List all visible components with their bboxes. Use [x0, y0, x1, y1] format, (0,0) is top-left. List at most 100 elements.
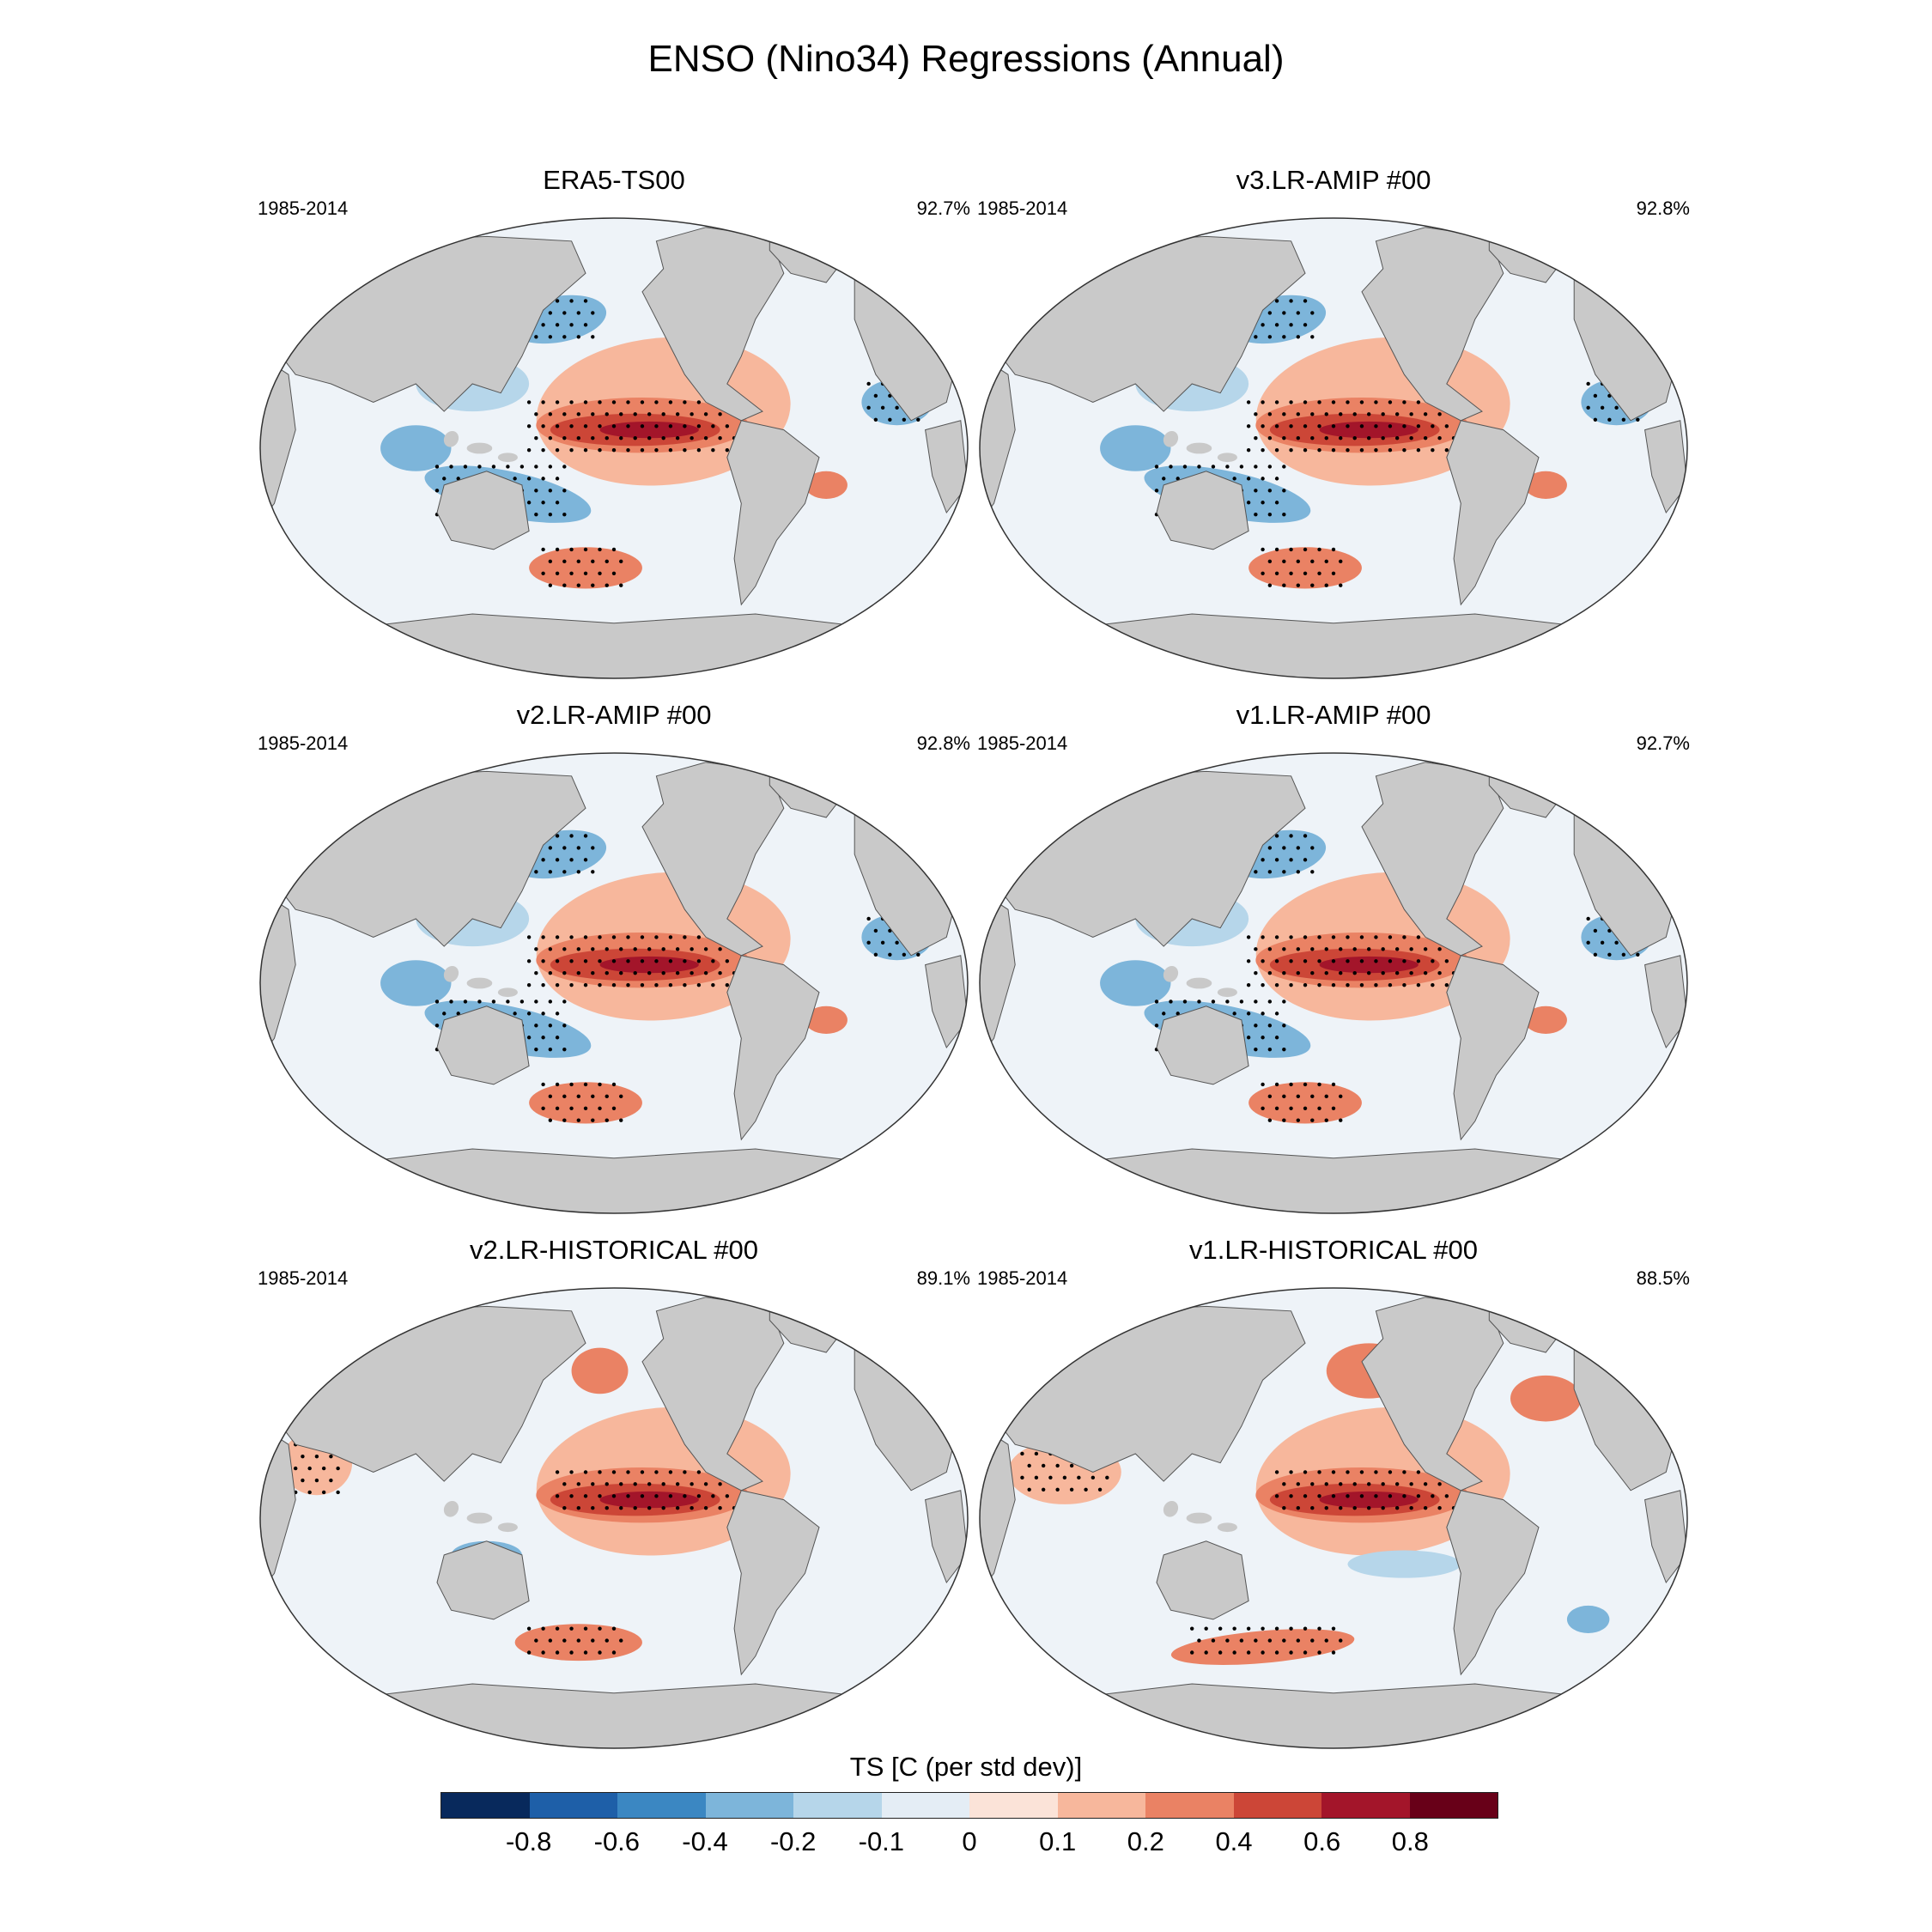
significance-dot	[1431, 424, 1435, 428]
significance-dot	[583, 1082, 588, 1087]
land-borneo	[1186, 1512, 1212, 1524]
anomaly-barents-warm	[805, 1292, 848, 1321]
anomaly-maritime-cool	[380, 425, 452, 471]
significance-dot	[583, 1626, 588, 1631]
significance-dot	[569, 547, 574, 552]
significance-dot	[548, 846, 553, 850]
significance-dot	[1282, 583, 1286, 587]
significance-dot	[1267, 1024, 1273, 1028]
land-south-america	[1446, 955, 1540, 1141]
panel-percent: 92.8%	[916, 732, 970, 754]
significance-dot	[711, 982, 715, 987]
significance-dot	[1339, 947, 1343, 951]
significance-dot	[1317, 571, 1321, 575]
anomaly-maritime-cool	[1100, 960, 1171, 1006]
anomaly-pacific-warm-peak	[1319, 956, 1419, 974]
significance-dot	[1352, 412, 1357, 416]
significance-dot	[314, 1454, 319, 1459]
significance-dot	[661, 1482, 665, 1486]
significance-dot	[1289, 935, 1293, 939]
significance-dot	[1359, 424, 1364, 428]
significance-dot	[654, 400, 659, 404]
significance-dot	[555, 447, 560, 453]
anomaly-maritime-cool	[1100, 425, 1171, 471]
significance-dot	[569, 834, 574, 838]
significance-dot	[1162, 1012, 1166, 1016]
significance-dot	[1437, 1482, 1442, 1486]
significance-dot	[1261, 501, 1265, 505]
significance-dot	[1352, 1482, 1357, 1486]
significance-dot	[1317, 424, 1321, 428]
significance-dot	[711, 1494, 715, 1498]
significance-dot	[463, 999, 468, 1004]
significance-dot	[1261, 935, 1265, 939]
significance-dot	[1402, 1470, 1406, 1474]
panel-percent: 89.1%	[916, 1267, 970, 1289]
world-map	[979, 752, 1688, 1214]
significance-dot	[1409, 1482, 1413, 1486]
significance-dot	[1359, 935, 1364, 939]
significance-dot	[902, 417, 907, 422]
significance-dot	[1274, 1106, 1279, 1110]
significance-dot	[1254, 335, 1258, 339]
significance-dot	[1310, 335, 1315, 339]
significance-dot	[1388, 935, 1393, 939]
significance-dot	[526, 959, 532, 963]
significance-dot	[526, 477, 532, 481]
anomaly-pacific-warm-peak	[1319, 421, 1419, 439]
significance-dot	[576, 870, 580, 874]
significance-dot	[633, 971, 637, 975]
significance-dot	[1274, 1626, 1279, 1631]
significance-dot	[562, 335, 567, 339]
significance-dot	[1359, 1494, 1364, 1498]
land-new-guinea	[497, 1522, 518, 1533]
world-map	[259, 1287, 969, 1749]
significance-dot	[1388, 1494, 1393, 1498]
significance-dot	[626, 447, 630, 453]
land-antarctica	[1035, 1148, 1632, 1213]
colorbar-swatch	[1057, 1793, 1145, 1818]
significance-dot	[611, 571, 617, 575]
anomaly-south-atlantic-warm	[805, 1005, 848, 1034]
significance-dot	[1303, 834, 1308, 838]
significance-dot	[1246, 1626, 1251, 1631]
significance-dot	[477, 999, 482, 1004]
significance-dot	[647, 1482, 652, 1486]
significance-dot	[548, 559, 553, 564]
colorbar-tick-label: 0.4	[1215, 1826, 1253, 1856]
world-map	[979, 217, 1688, 679]
significance-dot	[569, 1106, 574, 1110]
significance-dot	[633, 436, 637, 440]
significance-dot	[1324, 412, 1328, 416]
colorbar-tick-label: 0.8	[1391, 1826, 1429, 1856]
significance-dot	[1169, 999, 1173, 1004]
significance-dot	[1020, 1451, 1024, 1456]
significance-dot	[1027, 1463, 1031, 1468]
significance-dot	[329, 1454, 333, 1459]
significance-dot	[605, 1118, 609, 1122]
significance-dot	[555, 1082, 560, 1087]
colorbar	[440, 1792, 1498, 1819]
significance-dot	[1254, 1638, 1258, 1643]
significance-dot	[1600, 405, 1605, 410]
significance-dot	[1289, 400, 1293, 404]
significance-dot	[583, 1494, 588, 1498]
significance-dot	[1267, 1094, 1273, 1099]
significance-dot	[591, 1118, 595, 1122]
significance-dot	[1381, 971, 1385, 975]
significance-dot	[611, 1626, 617, 1631]
significance-dot	[598, 547, 602, 552]
stipple-southern	[1261, 547, 1343, 587]
significance-dot	[611, 1494, 617, 1498]
significance-dot	[598, 1082, 602, 1087]
significance-dot	[1041, 1487, 1046, 1492]
significance-dot	[1437, 436, 1442, 440]
panel-period: 1985-2014	[977, 1267, 1068, 1289]
significance-dot	[1381, 947, 1385, 951]
significance-dot	[1289, 547, 1293, 552]
significance-dot	[1317, 935, 1321, 939]
significance-dot	[725, 447, 730, 453]
anomaly-pacific-warm-peak	[1319, 1491, 1419, 1509]
significance-dot	[1394, 1506, 1400, 1510]
significance-dot	[1261, 400, 1265, 404]
